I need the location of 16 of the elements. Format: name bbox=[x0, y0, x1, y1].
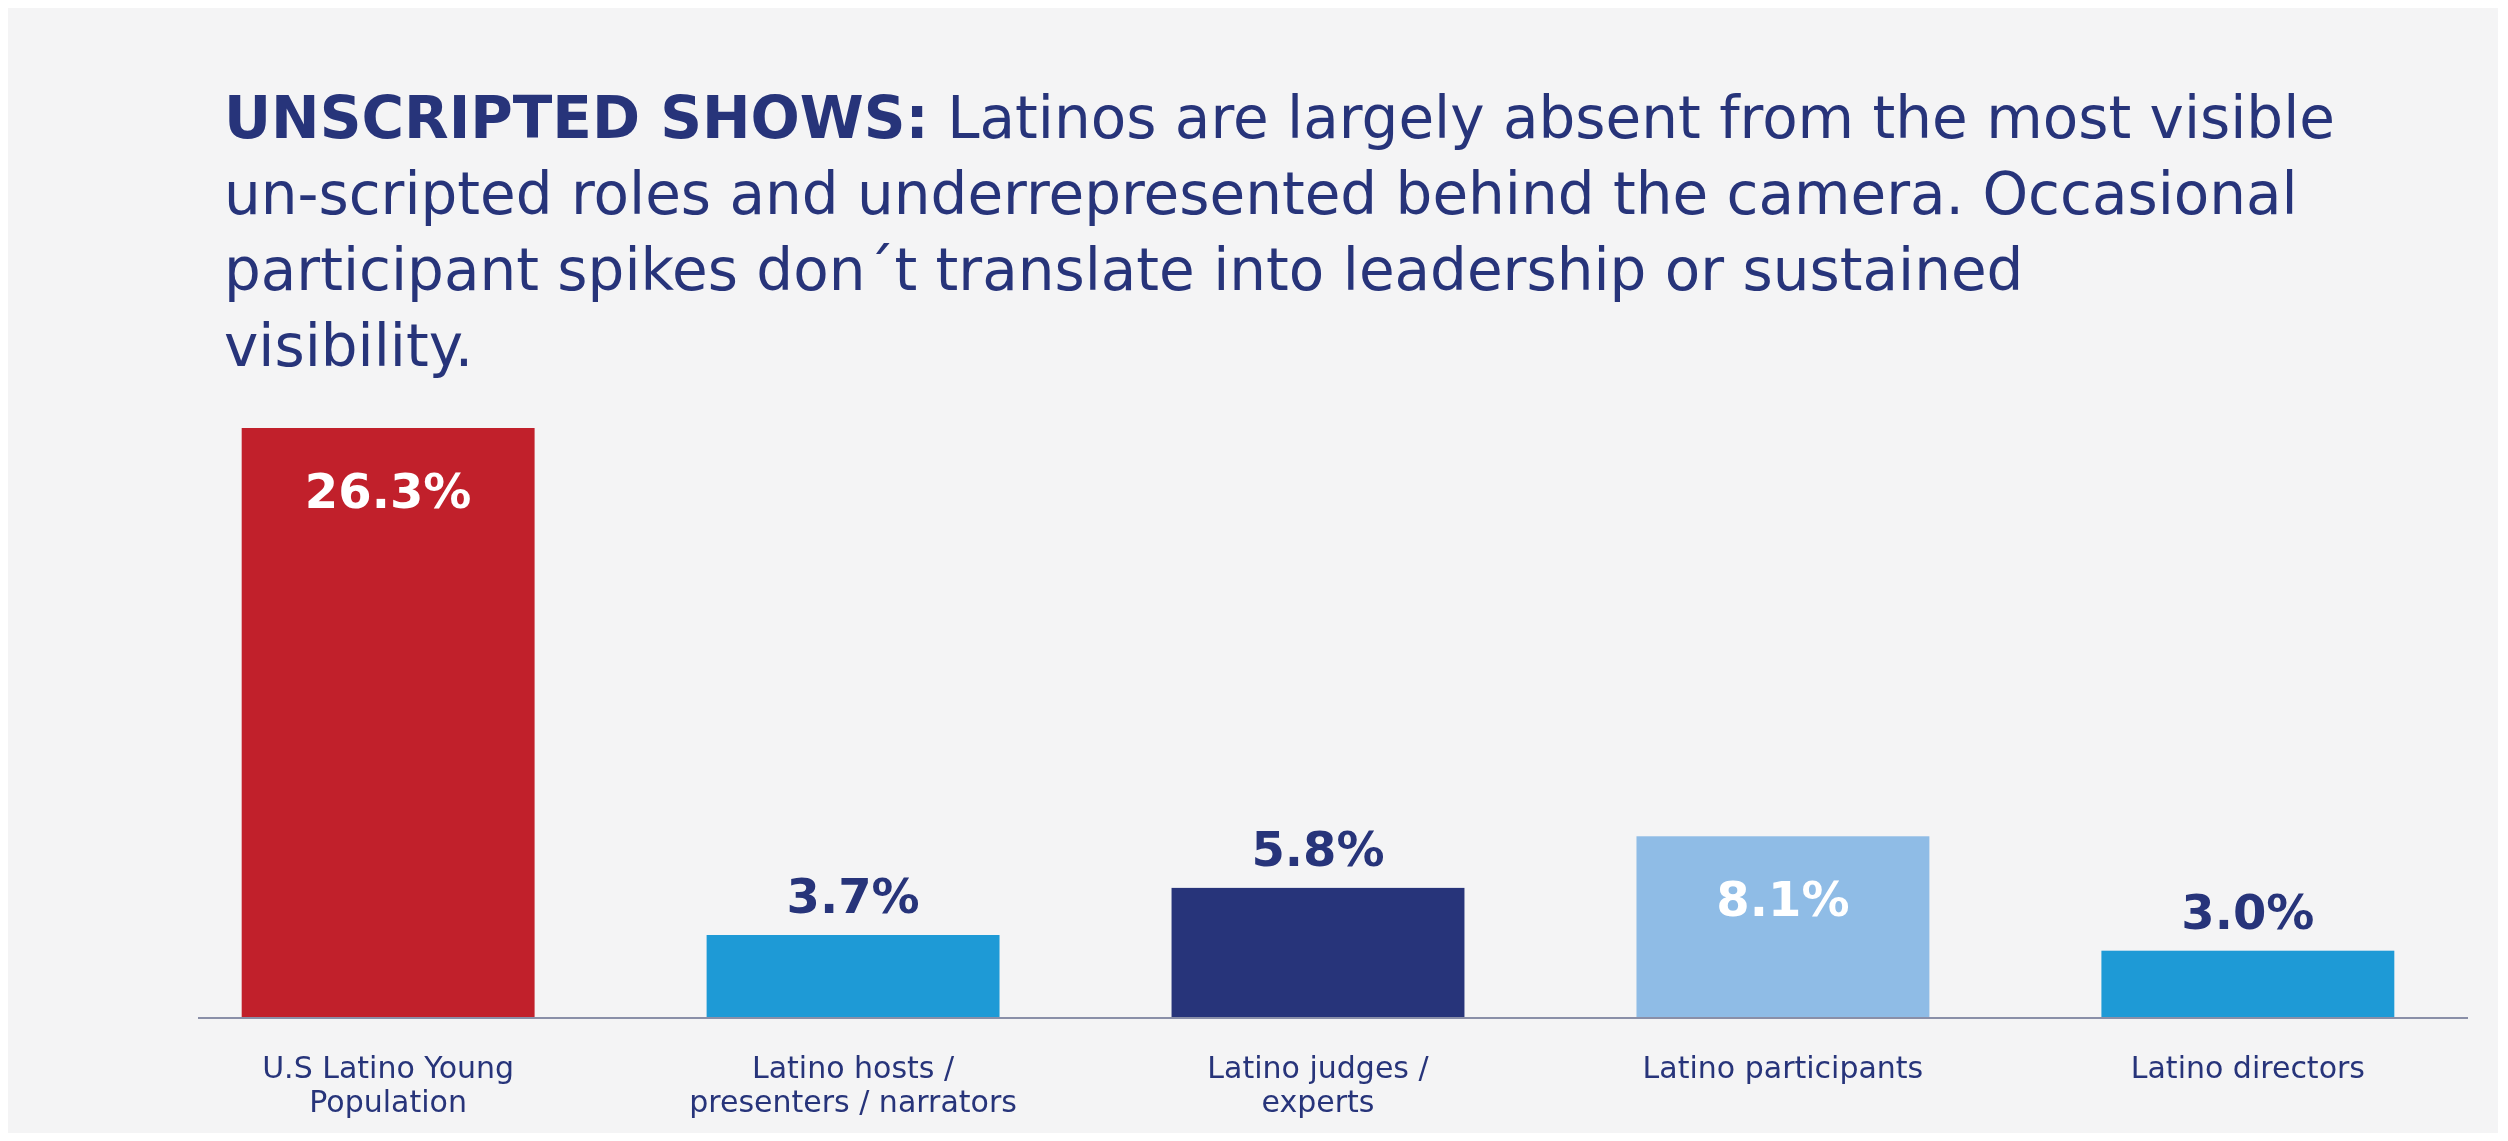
bar bbox=[2101, 950, 2395, 1018]
data-label: 8.1% bbox=[1716, 871, 1850, 928]
data-label: 5.8% bbox=[1251, 820, 1385, 877]
bar bbox=[1171, 887, 1465, 1018]
x-tick-label: U.S Latino Young Population bbox=[262, 1050, 515, 1119]
x-tick-label: Latino hosts / presenters / narrators bbox=[689, 1050, 1017, 1119]
data-label: 3.7% bbox=[786, 868, 920, 924]
chart-title: UNSCRIPTED SHOWS: bbox=[224, 84, 929, 152]
bar bbox=[706, 935, 1000, 1018]
bar bbox=[241, 428, 535, 1018]
data-label: 3.0% bbox=[2181, 883, 2315, 940]
data-label: 26.3% bbox=[304, 463, 472, 519]
bar bbox=[1636, 836, 1930, 1018]
x-tick-label: Latino judges / experts bbox=[1207, 1050, 1430, 1119]
x-tick-label: Latino directors bbox=[2130, 1050, 2365, 1085]
x-tick-label: Latino participants bbox=[1642, 1050, 1924, 1085]
